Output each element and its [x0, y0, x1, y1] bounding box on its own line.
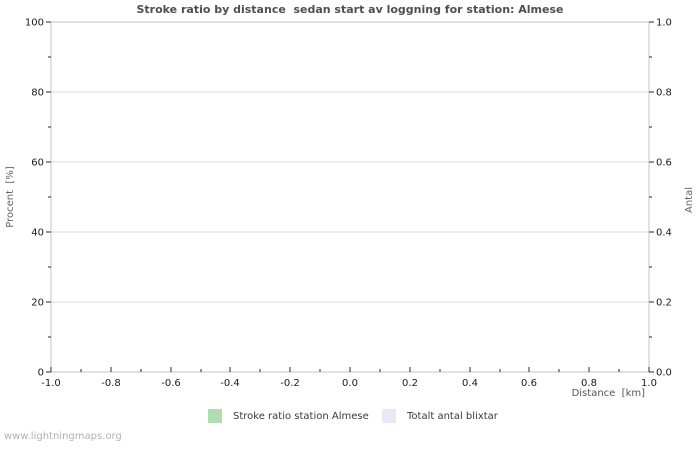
x-tick-label: 0.0: [342, 378, 358, 389]
y-right-tick-label: 0.6: [656, 158, 672, 169]
x-tick-label: -1.0: [41, 378, 61, 389]
y-left-tick-label: 20: [31, 298, 44, 309]
y-right-tick-label: 0.0: [656, 368, 672, 379]
y-right-tick-label: 0.8: [656, 88, 672, 99]
x-axis-label: Distance [km]: [571, 388, 645, 399]
legend-item-stroke-ratio: Stroke ratio station Almese: [208, 409, 369, 423]
y-right-tick-label: 1.0: [656, 18, 672, 29]
x-tick-label: 0.8: [581, 378, 597, 389]
y-left-tick-label: 80: [31, 88, 44, 99]
x-tick-label: -0.8: [101, 378, 121, 389]
legend-swatch-stroke-ratio: [208, 409, 222, 423]
x-tick-label: 0.6: [521, 378, 537, 389]
x-tick-label: 1.0: [641, 378, 657, 389]
y-left-tick-label: 100: [25, 18, 44, 29]
y-axis-label-right: Antal: [684, 187, 695, 214]
x-tick-label: -0.6: [161, 378, 181, 389]
plot-frame: [50, 21, 650, 373]
y-axis-label-left: Procent [%]: [5, 166, 16, 228]
legend-item-total-strokes: Totalt antal blixtar: [382, 409, 498, 423]
legend-label-total-strokes: Totalt antal blixtar: [407, 410, 498, 422]
watermark-text: www.lightningmaps.org: [4, 431, 122, 442]
legend-label-stroke-ratio: Stroke ratio station Almese: [233, 410, 369, 422]
x-tick-label: -0.2: [280, 378, 300, 389]
x-tick-label: 0.4: [462, 378, 478, 389]
chart-legend: Stroke ratio station Almese Totalt antal…: [0, 409, 700, 425]
x-tick-label: 0.2: [402, 378, 418, 389]
legend-swatch-total-strokes: [382, 409, 396, 423]
y-right-tick-label: 0.2: [656, 298, 672, 309]
y-right-tick-label: 0.4: [656, 228, 672, 239]
chart-title: Stroke ratio by distance sedan start av …: [136, 3, 564, 16]
y-left-tick-label: 0: [38, 368, 44, 379]
x-tick-label: -0.4: [220, 378, 240, 389]
y-left-tick-label: 40: [31, 228, 44, 239]
y-left-tick-label: 60: [31, 158, 44, 169]
